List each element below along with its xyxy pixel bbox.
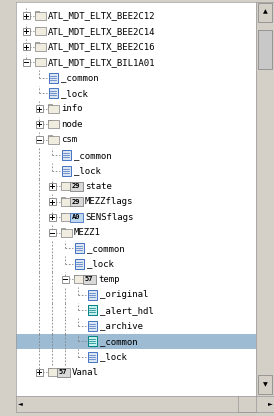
Bar [47,120,59,128]
Bar [61,228,65,231]
Text: 29: 29 [72,199,80,205]
Bar [48,214,56,221]
Bar [75,259,84,269]
Text: _lock: _lock [100,352,127,361]
Text: _common: _common [100,337,138,346]
Bar [87,352,96,362]
Text: ▼: ▼ [262,382,267,387]
Bar [36,136,42,143]
Bar [87,321,96,331]
Text: 29: 29 [72,183,80,189]
Text: 57: 57 [59,369,67,375]
Bar [70,213,82,222]
Text: _lock: _lock [61,89,88,98]
Text: ATL_MDT_ELTX_BIL1A01: ATL_MDT_ELTX_BIL1A01 [48,58,156,67]
Bar [35,27,39,29]
Bar [47,136,59,144]
Bar [36,369,42,376]
Bar [258,3,272,22]
Text: ATL_MDT_ELTX_BEE2C14: ATL_MDT_ELTX_BEE2C14 [48,27,156,36]
Text: _lock: _lock [87,259,114,268]
Text: _alert_hdl: _alert_hdl [100,306,154,315]
Bar [74,275,78,277]
Text: MEZZ1: MEZZ1 [74,228,101,237]
Bar [16,334,256,349]
Text: ATL_MDT_ELTX_BEE2C12: ATL_MDT_ELTX_BEE2C12 [48,11,156,20]
Bar [87,336,96,346]
Bar [22,43,30,50]
Text: info: info [61,104,82,113]
Bar [61,150,70,160]
Text: ATL_MDT_ELTX_BEE2C16: ATL_MDT_ELTX_BEE2C16 [48,42,156,51]
Bar [48,135,52,138]
Text: _lock: _lock [74,166,101,175]
Bar [61,166,70,176]
Bar [258,375,272,394]
Bar [35,43,45,51]
Bar [48,120,52,122]
Bar [70,197,82,206]
Bar [22,12,30,19]
Text: _common: _common [87,244,125,253]
Text: _common: _common [61,73,99,82]
Text: ◄: ◄ [18,401,22,406]
Bar [61,182,72,190]
Text: 57: 57 [85,276,93,282]
Text: _archive: _archive [100,321,143,330]
Bar [61,229,72,237]
Bar [61,213,72,221]
Bar [22,28,30,35]
Bar [70,182,82,191]
Text: temp: temp [98,275,119,284]
Bar [48,88,58,98]
Bar [75,243,84,253]
Bar [48,229,56,236]
Bar [47,368,59,376]
Bar [61,198,72,206]
Bar [48,104,52,107]
Text: state: state [85,182,112,191]
Text: csm: csm [61,135,77,144]
Bar [35,42,39,45]
Text: ►: ► [268,401,273,406]
Bar [56,368,70,377]
Bar [35,27,45,35]
Bar [87,305,96,315]
Bar [61,213,65,215]
Bar [35,58,39,60]
Bar [22,59,30,66]
Bar [35,58,45,66]
Bar [48,183,56,190]
Text: node: node [61,120,82,129]
Bar [36,121,42,128]
Bar [48,73,58,83]
Bar [61,197,65,200]
Bar [73,275,84,283]
Bar [61,276,68,283]
Bar [87,290,96,300]
Bar [61,182,65,184]
Text: _original: _original [100,290,149,299]
Bar [48,198,56,205]
Bar [36,105,42,112]
Bar [82,275,96,284]
Bar [35,11,39,14]
Text: MEZZflags: MEZZflags [85,197,133,206]
Text: A0: A0 [72,214,80,220]
Bar [47,105,59,113]
Text: ▲: ▲ [262,10,267,15]
Bar [35,12,45,20]
Bar [48,368,52,370]
Text: _common: _common [74,151,112,160]
Text: SENSflags: SENSflags [85,213,133,222]
Bar [258,30,272,69]
Text: Vanal: Vanal [72,368,99,377]
